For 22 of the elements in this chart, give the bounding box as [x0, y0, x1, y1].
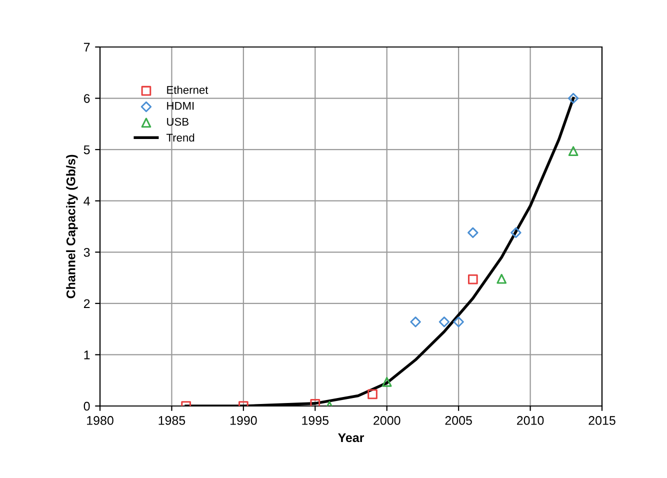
x-tick-label: 1995 — [302, 416, 329, 425]
y-tick-label: 6 — [84, 94, 90, 103]
x-tick-label: 2005 — [445, 416, 472, 425]
x-tick-label: 2010 — [517, 416, 544, 425]
x-tick-label: 1985 — [158, 416, 186, 425]
legend-label: Trend — [166, 133, 194, 142]
x-tick-label: 1990 — [230, 416, 257, 425]
legend-label: Ethernet — [167, 86, 208, 94]
y-tick-label: 4 — [84, 196, 90, 206]
y-tick-label: 3 — [84, 248, 90, 257]
legend-label: HDMI — [167, 102, 194, 110]
y-axis-title: Channel Capacity (Gb/s) — [66, 154, 78, 298]
y-tick-label: 2 — [84, 299, 90, 308]
legend-label: USB — [167, 118, 188, 126]
y-tick-label: 5 — [84, 146, 90, 154]
y-tick-label: 1 — [84, 350, 90, 360]
x-tick-label: 2015 — [588, 416, 616, 425]
y-tick-label: 0 — [84, 402, 90, 411]
x-tick-label: 2000 — [374, 416, 400, 425]
x-tick-label: 1980 — [87, 416, 114, 425]
x-axis-title: Year — [338, 433, 364, 442]
y-tick-label: 7 — [84, 42, 90, 52]
